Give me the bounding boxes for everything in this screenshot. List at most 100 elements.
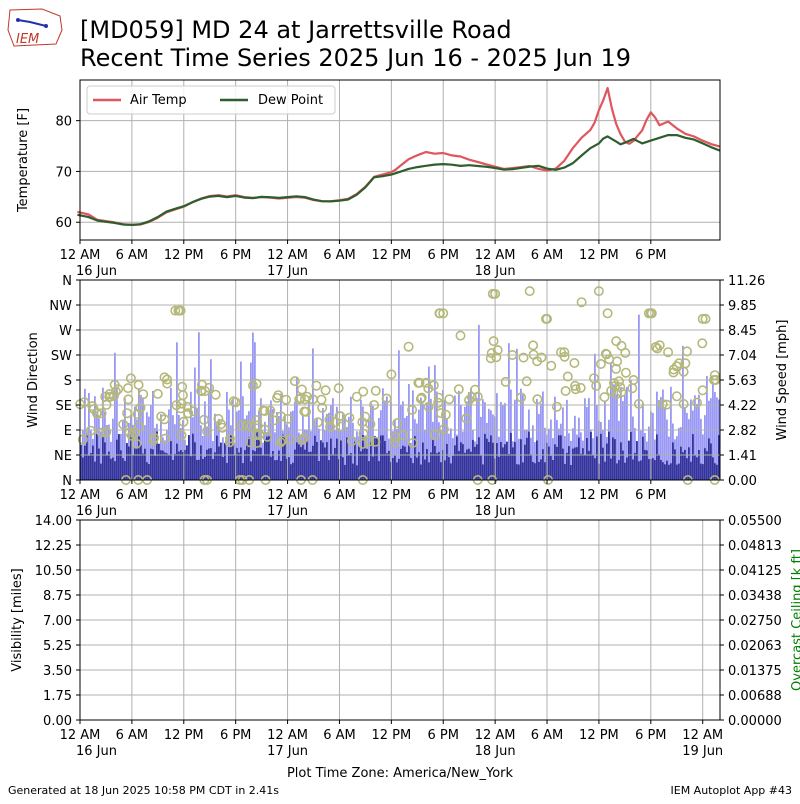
wind-gust-bar <box>508 454 510 480</box>
wind-speed-bar <box>350 396 352 480</box>
wind-direction-marker <box>346 436 357 447</box>
wind-direction-marker <box>516 392 527 403</box>
wind-gust-bar <box>616 463 618 480</box>
wind-gust-bar <box>558 435 560 480</box>
wind-speed-bar <box>466 401 468 480</box>
wind-gust-bar <box>636 441 638 480</box>
wind-speed-bar <box>210 359 212 480</box>
wind-gust-bar <box>368 461 370 480</box>
wind-gust-bar <box>374 436 376 480</box>
wind-speed-bar <box>348 416 350 480</box>
wind-direction-marker <box>466 392 477 403</box>
wind-direction-marker <box>248 380 259 391</box>
wind-speed-bar <box>278 415 280 480</box>
wind-gust-bar <box>192 433 194 480</box>
wind-speed-bar <box>678 427 680 480</box>
wind-direction-marker <box>311 380 322 391</box>
wind-gust-bar <box>448 457 450 480</box>
wind-speed-bar <box>626 387 628 480</box>
wind-speed-bar <box>668 436 670 480</box>
wind-direction-marker <box>613 376 624 387</box>
wind-speed-axis-label: Wind Speed [mph] <box>775 320 790 441</box>
wind-gust-bar <box>590 432 592 480</box>
wind-gust-bar <box>502 447 504 480</box>
wind-speed-bar <box>170 387 172 480</box>
wind-speed-bar <box>676 436 678 480</box>
visibility-tick-label: 8.75 <box>43 589 72 604</box>
wind-speed-bar <box>496 393 498 480</box>
wind-direction-marker <box>268 415 279 426</box>
wind-speed-bar <box>160 414 162 480</box>
wind-gust-bar <box>578 437 580 480</box>
wind-speed-bar <box>594 353 596 480</box>
wind-direction-marker <box>202 426 213 437</box>
wind-speed-bar <box>520 388 522 480</box>
wind-gust-bar <box>166 453 168 480</box>
wind-gust-bar <box>706 451 708 480</box>
wind-gust-bar <box>128 446 130 480</box>
wind-gust-bar <box>690 461 692 480</box>
wind-gust-bar <box>284 436 286 480</box>
wind-speed-bar <box>154 428 156 480</box>
wind-gust-bar <box>142 453 144 480</box>
wind-gust-bar <box>106 455 108 480</box>
wind-gust-bar <box>464 452 466 480</box>
wind-speed-bar <box>450 428 452 480</box>
wind-direction-marker <box>681 346 692 357</box>
wind-direction-marker <box>518 352 529 363</box>
wind-direction-marker <box>488 336 499 347</box>
wind-speed-bar <box>238 410 240 480</box>
wind-direction-marker <box>440 409 451 420</box>
wind-gust-bar <box>334 447 336 480</box>
wind-direction-marker <box>645 308 656 319</box>
wind-gust-bar <box>150 448 152 480</box>
wind-speed-bar <box>638 314 640 480</box>
wind-direction-marker <box>175 403 186 414</box>
wind-gust-bar <box>354 441 356 480</box>
wind-gust-bar <box>162 450 164 480</box>
wind-direction-marker <box>282 413 293 424</box>
wind-direction-marker <box>160 433 171 444</box>
x-tick-label: 12 AM <box>60 488 101 503</box>
wind-gust-bar <box>456 436 458 480</box>
wind-speed-bar <box>478 324 480 480</box>
wind-speed-bar <box>434 365 436 480</box>
wind-speed-bar <box>540 403 542 480</box>
app-note: IEM Autoplot App #43 <box>671 784 793 797</box>
wind-gust-bar <box>664 464 666 480</box>
wind-gust-bar <box>228 446 230 480</box>
visibility-tick-label: 14.00 <box>35 514 72 529</box>
direction-tick-label: E <box>64 424 72 439</box>
wind-gust-bar <box>506 441 508 480</box>
wind-gust-bar <box>404 446 406 480</box>
wind-gust-bar <box>550 455 552 480</box>
wind-direction-marker <box>423 401 434 412</box>
wind-direction-marker <box>627 383 638 394</box>
wind-direction-marker <box>528 340 539 351</box>
wind-gust-bar <box>542 449 544 480</box>
wind-gust-bar <box>634 453 636 480</box>
wind-speed-bar <box>274 432 276 480</box>
wind-direction-marker <box>344 412 355 423</box>
wind-speed-bar <box>470 387 472 480</box>
wind-speed-bar <box>464 406 466 480</box>
wind-gust-bar <box>100 463 102 480</box>
wind-speed-bar <box>244 418 246 480</box>
wind-direction-marker <box>524 286 535 297</box>
wind-speed-bar <box>270 400 272 480</box>
wind-speed-bar <box>438 422 440 480</box>
wind-speed-bar <box>436 391 438 480</box>
wind-gust-bar <box>592 454 594 480</box>
wind-gust-bar <box>236 447 238 480</box>
wind-direction-axis-label: Wind Direction <box>26 332 41 428</box>
y-tick-label: 60 <box>55 216 72 231</box>
timezone-axis-label: Plot Time Zone: America/New_York <box>287 766 514 781</box>
wind-speed-bar <box>458 390 460 480</box>
speed-tick-label: 9.85 <box>728 299 757 314</box>
ceiling-tick-label: 0.00000 <box>728 714 782 729</box>
wind-speed-bar <box>664 407 666 480</box>
wind-direction-marker <box>275 437 286 448</box>
wind-speed-bar <box>396 428 398 480</box>
wind-gust-bar <box>310 451 312 480</box>
wind-direction-marker <box>224 437 235 448</box>
